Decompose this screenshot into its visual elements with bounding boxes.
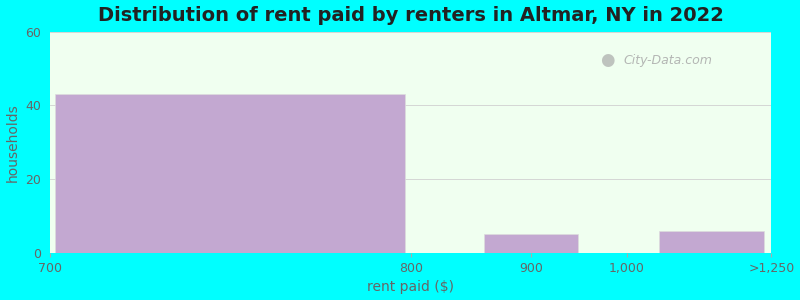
Text: ●: ● xyxy=(600,51,614,69)
Bar xyxy=(484,234,578,253)
Y-axis label: households: households xyxy=(6,103,19,182)
Title: Distribution of rent paid by renters in Altmar, NY in 2022: Distribution of rent paid by renters in … xyxy=(98,6,724,25)
X-axis label: rent paid ($): rent paid ($) xyxy=(367,280,454,294)
Bar xyxy=(658,231,764,253)
Text: City-Data.com: City-Data.com xyxy=(623,54,712,67)
Bar xyxy=(55,94,406,253)
